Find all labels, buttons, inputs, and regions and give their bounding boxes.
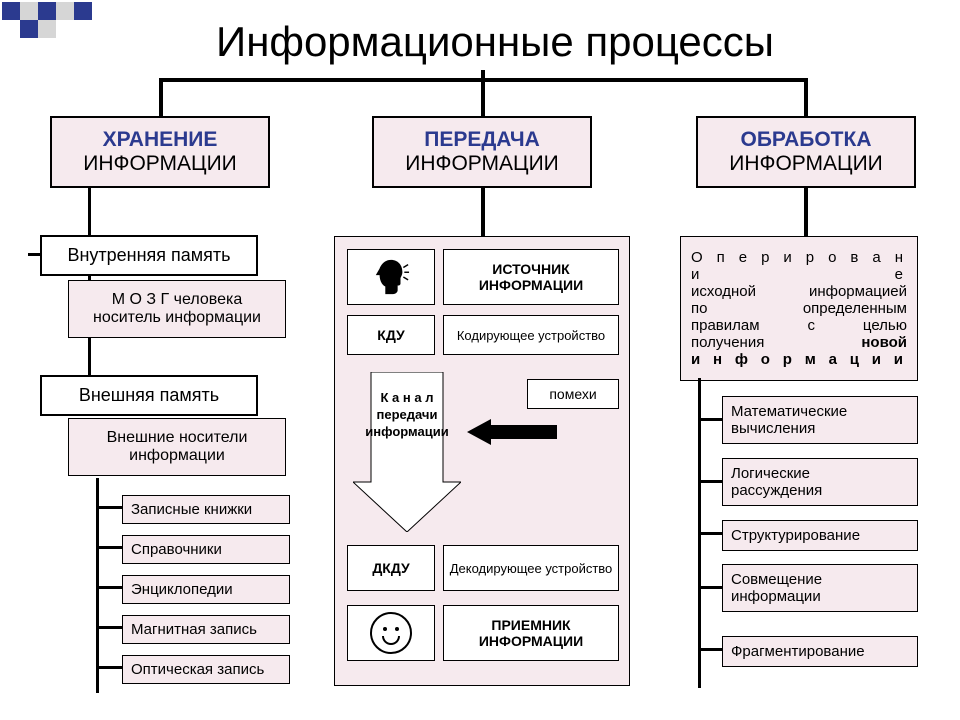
decoder-full: Декодирующее устройство (450, 561, 613, 576)
processing-leaf-3: Совмещение информации (722, 564, 918, 612)
smiley-face-icon (370, 612, 412, 654)
external-desc-l2: информации (75, 447, 279, 465)
transfer-panel: ИСТОЧНИК ИНФОРМАЦИИ КДУ Кодирующее устро… (334, 236, 630, 686)
channel-l3: информации (353, 424, 461, 441)
noise-box: помехи (527, 379, 619, 409)
proc-l1: О п е р и р о в а н и е (691, 249, 907, 283)
external-memory-box: Внешняя память (40, 375, 258, 416)
storage-subtitle: ИНФОРМАЦИИ (58, 152, 262, 176)
decoder-full-box: Декодирующее устройство (443, 545, 619, 591)
storage-box: ХРАНЕНИЕ ИНФОРМАЦИИ (50, 116, 270, 188)
branch-processing-line (804, 78, 808, 118)
external-memory-label: Внешняя память (79, 385, 219, 405)
internal-memory-label: Внутренняя память (67, 245, 230, 265)
processing-desc-box: О п е р и р о в а н и е исходной информа… (680, 236, 918, 381)
receiver-label-box: ПРИЕМНИК ИНФОРМАЦИИ (443, 605, 619, 661)
coder-full: Кодирующее устройство (457, 328, 605, 343)
branch-storage-line (159, 78, 163, 118)
internal-desc-l1: М О З Г человека (75, 291, 279, 309)
decoder-abbr-box: ДКДУ (347, 545, 435, 591)
processing-leaf-1: Логические рассуждения (722, 458, 918, 506)
external-desc-box: Внешние носители информации (68, 418, 286, 476)
channel-l2: передачи (353, 407, 461, 424)
coder-abbr: КДУ (377, 327, 404, 343)
branch-transfer-line (481, 78, 485, 118)
diagram-container: ХРАНЕНИЕ ИНФОРМАЦИИ ПЕРЕДАЧА ИНФОРМАЦИИ … (50, 78, 920, 708)
transfer-down-line (481, 188, 485, 238)
processing-down-line (804, 188, 808, 236)
channel-l1: К а н а л (353, 390, 461, 407)
processing-leaf-4: Фрагментирование (722, 636, 918, 667)
talking-head-icon (372, 256, 410, 298)
storage-leaf-1: Справочники (122, 535, 290, 564)
internal-memory-box: Внутренняя память (40, 235, 258, 276)
transfer-subtitle: ИНФОРМАЦИИ (380, 152, 584, 176)
processing-leaf-2: Структурирование (722, 520, 918, 551)
processing-subtitle: ИНФОРМАЦИИ (704, 152, 908, 176)
source-icon-box (347, 249, 435, 305)
storage-leaf-0: Записные книжки (122, 495, 290, 524)
internal-desc-box: М О З Г человека носитель информации (68, 280, 286, 338)
noise-arrow-icon (467, 419, 557, 445)
source-label: ИСТОЧНИК ИНФОРМАЦИИ (448, 261, 614, 293)
storage-title: ХРАНЕНИЕ (58, 128, 262, 152)
external-desc-l1: Внешние носители (75, 429, 279, 447)
transfer-title: ПЕРЕДАЧА (380, 128, 584, 152)
page-title: Информационные процессы (80, 18, 910, 66)
processing-box: ОБРАБОТКА ИНФОРМАЦИИ (696, 116, 916, 188)
decorative-squares (2, 2, 102, 38)
processing-leaf-0: Математические вычисления (722, 396, 918, 444)
coder-abbr-box: КДУ (347, 315, 435, 355)
receiver-label: ПРИЕМНИК ИНФОРМАЦИИ (448, 617, 614, 649)
storage-leaf-3: Магнитная запись (122, 615, 290, 644)
decoder-abbr: ДКДУ (372, 560, 409, 576)
transfer-box: ПЕРЕДАЧА ИНФОРМАЦИИ (372, 116, 592, 188)
proc-l6: и н ф о р м а ц и и (691, 351, 907, 368)
processing-title: ОБРАБОТКА (704, 128, 908, 152)
channel-arrow: К а н а л передачи информации (353, 372, 461, 532)
noise-label: помехи (549, 386, 596, 402)
internal-desc-l2: носитель информации (75, 309, 279, 327)
source-label-box: ИСТОЧНИК ИНФОРМАЦИИ (443, 249, 619, 305)
storage-leaf-4: Оптическая запись (122, 655, 290, 684)
storage-leaf-2: Энциклопедии (122, 575, 290, 604)
receiver-icon-box (347, 605, 435, 661)
coder-full-box: Кодирующее устройство (443, 315, 619, 355)
